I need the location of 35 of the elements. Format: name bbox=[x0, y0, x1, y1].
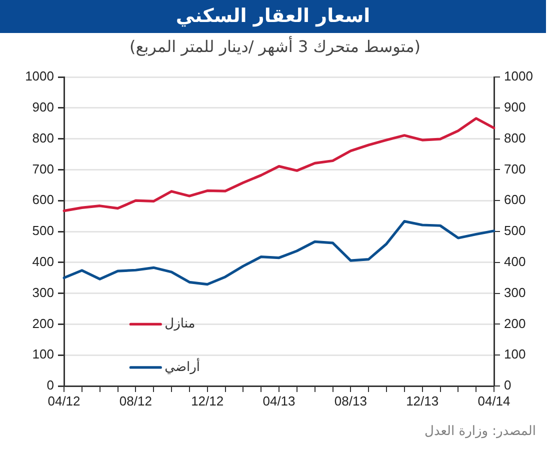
y-tick-label: 800 bbox=[504, 130, 526, 146]
x-tick-label: 08/13 bbox=[334, 393, 367, 408]
y2-tick-label: 800 bbox=[32, 130, 54, 146]
y-tick-label: 100 bbox=[504, 346, 526, 362]
y-tick-label: 700 bbox=[504, 161, 526, 176]
y2-tick-label: 400 bbox=[32, 254, 54, 269]
chart-title: اسعار العقار السكني bbox=[176, 4, 370, 29]
y-tick-label: 900 bbox=[504, 99, 526, 114]
y-tick-label: 1000 bbox=[504, 68, 533, 84]
x-tick-label: 12/13 bbox=[406, 393, 439, 408]
x-tick-label: 04/13 bbox=[262, 393, 296, 408]
y2-tick-label: 100 bbox=[32, 346, 54, 362]
y-tick-label: 300 bbox=[504, 284, 526, 300]
y2-tick-label: 700 bbox=[32, 161, 54, 176]
y2-tick-label: 1000 bbox=[25, 68, 54, 84]
text: المصدر: وزارة العدل bbox=[424, 423, 536, 441]
y-tick-label: 600 bbox=[504, 192, 526, 208]
y-tick-label: 200 bbox=[504, 316, 526, 331]
legend-label: منازل bbox=[164, 316, 196, 332]
x-tick-label: 04/12 bbox=[48, 393, 80, 408]
y-tick-label: 0 bbox=[504, 378, 512, 393]
title-banner: اسعار العقار السكني bbox=[0, 0, 546, 33]
y2-tick-label: 300 bbox=[32, 284, 54, 300]
y2-tick-label: 0 bbox=[46, 378, 54, 393]
y2-tick-label: 900 bbox=[32, 99, 54, 114]
chart-subtitle: (متوسط متحرك 3 أشهر /دينار للمتر المربع) bbox=[129, 36, 421, 58]
y-tick-label: 500 bbox=[504, 223, 526, 238]
y2-tick-label: 200 bbox=[32, 316, 54, 331]
y2-tick-label: 600 bbox=[32, 192, 54, 208]
y-tick-label: 400 bbox=[504, 254, 526, 269]
legend-label: أراضي bbox=[164, 358, 200, 375]
x-tick-label: 04/14 bbox=[478, 393, 510, 408]
x-tick-label: 12/12 bbox=[191, 393, 224, 408]
y2-tick-label: 500 bbox=[32, 223, 54, 238]
x-tick-label: 08/12 bbox=[119, 393, 152, 408]
